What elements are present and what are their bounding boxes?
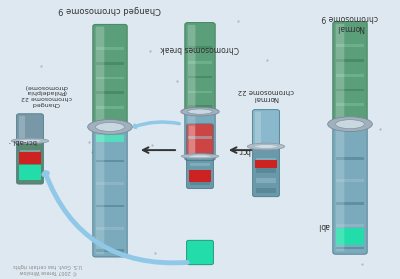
Text: bcr-abl ·: bcr-abl · (9, 138, 38, 144)
FancyBboxPatch shape (333, 21, 367, 126)
FancyArrowPatch shape (134, 122, 179, 128)
Bar (96, 160, 124, 162)
Bar (188, 46, 212, 49)
FancyBboxPatch shape (93, 125, 127, 257)
Bar (336, 202, 364, 205)
Bar (96, 92, 124, 94)
Text: Chromosomes break: Chromosomes break (161, 44, 239, 53)
Bar (190, 163, 210, 167)
FancyBboxPatch shape (93, 24, 127, 129)
Bar (256, 168, 276, 173)
Text: Normal
chromosome 22: Normal chromosome 22 (238, 88, 294, 101)
FancyBboxPatch shape (96, 27, 104, 126)
Ellipse shape (18, 140, 42, 142)
Ellipse shape (88, 119, 132, 134)
FancyBboxPatch shape (185, 110, 215, 160)
FancyBboxPatch shape (96, 127, 104, 254)
Bar (336, 157, 364, 160)
Bar (96, 77, 124, 80)
Bar (20, 167, 40, 172)
FancyBboxPatch shape (255, 112, 261, 146)
Bar (188, 153, 212, 156)
Bar (96, 182, 124, 185)
FancyBboxPatch shape (17, 139, 44, 184)
Ellipse shape (96, 122, 124, 131)
Ellipse shape (181, 107, 219, 116)
Bar (20, 176, 40, 180)
Bar (336, 59, 364, 62)
Bar (336, 44, 364, 47)
Bar (96, 249, 124, 252)
Text: Changed
chromosome 22
(Philadelphia
chromosome): Changed chromosome 22 (Philadelphia chro… (20, 84, 72, 106)
FancyBboxPatch shape (253, 145, 280, 197)
Ellipse shape (254, 145, 278, 148)
Bar (336, 224, 364, 227)
Ellipse shape (336, 120, 364, 129)
FancyBboxPatch shape (19, 116, 25, 140)
Ellipse shape (11, 138, 49, 144)
Text: © 2007 Terese Winslow
U.S. Govt. has certain rights: © 2007 Terese Winslow U.S. Govt. has cer… (14, 263, 82, 274)
FancyBboxPatch shape (336, 124, 344, 251)
FancyBboxPatch shape (17, 114, 44, 143)
FancyBboxPatch shape (186, 155, 214, 189)
Text: Normal
chromosome 9: Normal chromosome 9 (322, 13, 378, 32)
Bar (96, 47, 124, 50)
Bar (188, 76, 212, 78)
Ellipse shape (188, 155, 212, 158)
Bar (20, 159, 40, 163)
Text: bcr: bcr (238, 146, 250, 155)
Text: Changed chromosome 9: Changed chromosome 9 (58, 5, 162, 14)
Bar (336, 103, 364, 106)
Bar (336, 247, 364, 249)
Bar (336, 179, 364, 182)
Bar (96, 135, 124, 142)
Bar (256, 188, 276, 193)
Bar (190, 175, 210, 179)
FancyBboxPatch shape (185, 23, 215, 114)
Text: abl: abl (318, 221, 330, 230)
Bar (188, 61, 212, 64)
Bar (96, 205, 124, 207)
FancyBboxPatch shape (188, 25, 196, 110)
FancyBboxPatch shape (336, 24, 344, 123)
Bar (256, 160, 277, 168)
Bar (188, 91, 212, 93)
Bar (20, 165, 41, 180)
FancyBboxPatch shape (253, 110, 280, 148)
FancyBboxPatch shape (333, 122, 367, 254)
Bar (20, 150, 40, 155)
FancyBboxPatch shape (188, 112, 196, 158)
Bar (190, 170, 210, 182)
Bar (256, 178, 276, 183)
FancyBboxPatch shape (189, 126, 195, 155)
Ellipse shape (247, 143, 285, 150)
Ellipse shape (181, 154, 219, 159)
Bar (188, 136, 212, 139)
Bar (256, 158, 276, 163)
Bar (336, 228, 364, 245)
Ellipse shape (188, 109, 212, 114)
Bar (96, 227, 124, 230)
Bar (20, 152, 41, 164)
Bar (188, 105, 212, 108)
Bar (96, 121, 124, 124)
Ellipse shape (328, 117, 372, 132)
Bar (190, 170, 210, 172)
Bar (190, 182, 210, 185)
Bar (96, 62, 124, 65)
Bar (96, 106, 124, 109)
Bar (336, 118, 364, 121)
Bar (336, 89, 364, 92)
FancyBboxPatch shape (186, 240, 214, 264)
FancyBboxPatch shape (186, 124, 214, 158)
Bar (336, 74, 364, 77)
FancyArrowPatch shape (44, 173, 187, 263)
